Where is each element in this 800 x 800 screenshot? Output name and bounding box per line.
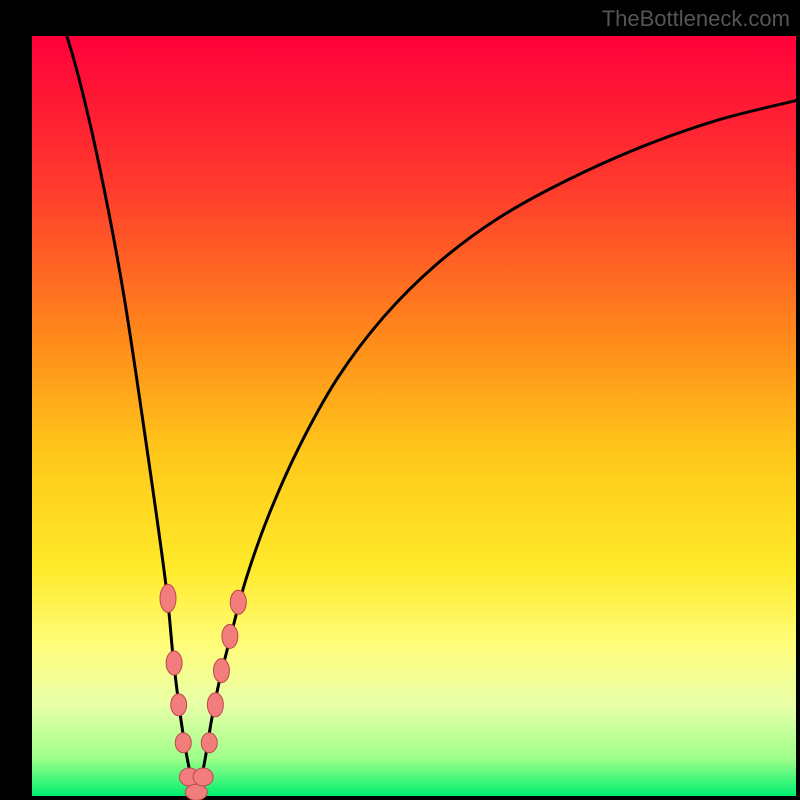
bottleneck-curve	[55, 0, 796, 796]
marker-point	[160, 584, 176, 612]
marker-point	[222, 624, 238, 648]
chart-container: TheBottleneck.com	[0, 0, 800, 800]
plot-svg	[32, 36, 796, 796]
marker-point	[166, 651, 182, 675]
marker-point	[185, 784, 207, 800]
marker-point	[230, 590, 246, 614]
marker-point	[207, 693, 223, 717]
marker-point	[213, 659, 229, 683]
marker-point	[171, 694, 187, 716]
bottleneck-markers	[160, 584, 246, 800]
watermark-text: TheBottleneck.com	[602, 6, 790, 32]
marker-point	[175, 733, 191, 753]
marker-point	[201, 733, 217, 753]
marker-point	[193, 768, 213, 786]
plot-area	[32, 36, 796, 796]
